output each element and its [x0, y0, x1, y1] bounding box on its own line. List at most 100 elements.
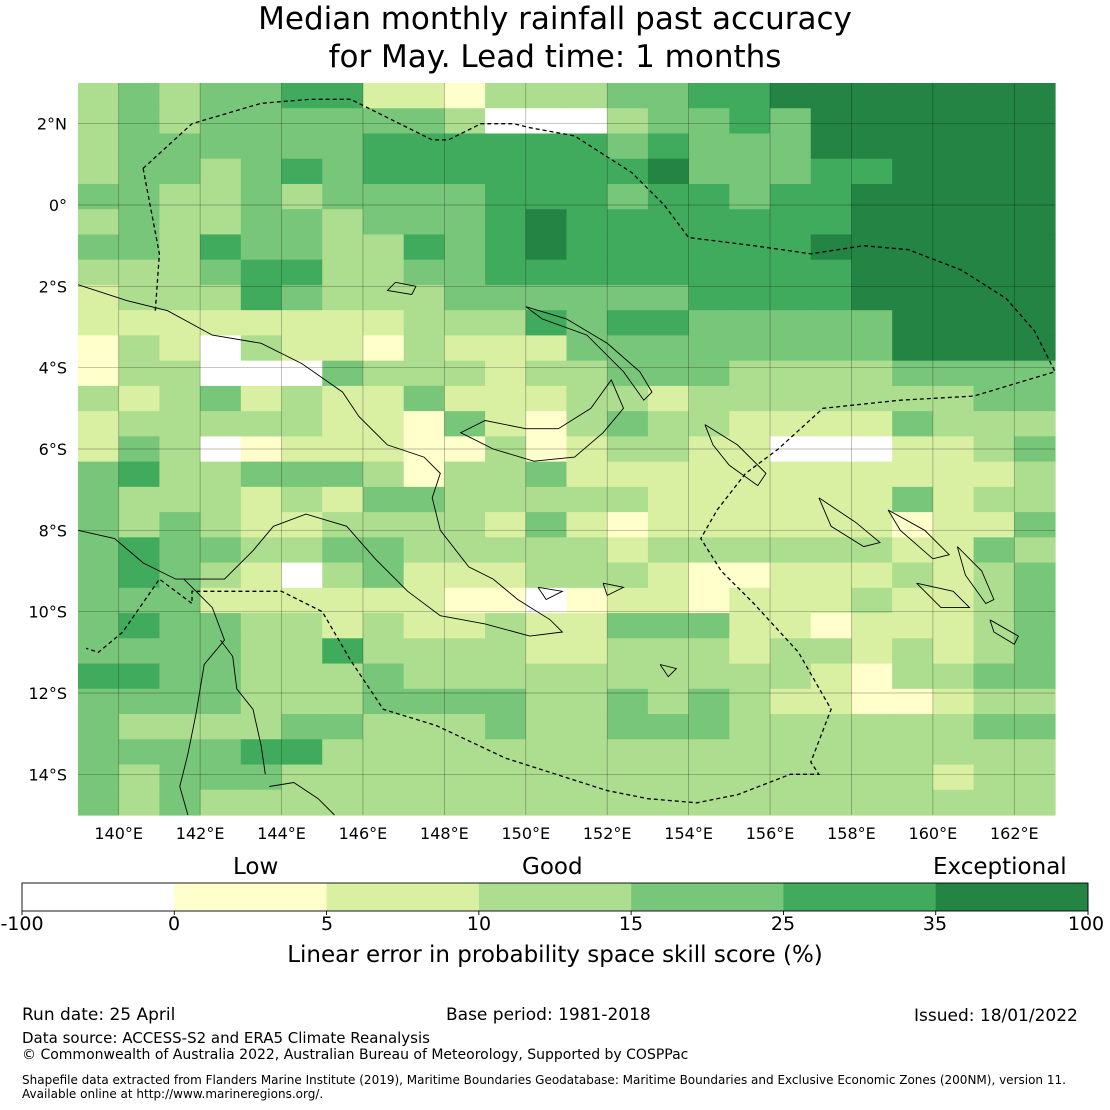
grid-cell: [444, 360, 486, 387]
grid-cell: [525, 562, 568, 589]
grid-cell: [78, 663, 120, 690]
grid-cell: [973, 562, 1015, 589]
grid-cell: [1014, 385, 1056, 412]
colorbar-tick: 100: [1067, 913, 1105, 935]
grid-cell: [118, 284, 161, 311]
grid-cell: [200, 209, 242, 236]
grid-cell: [810, 537, 853, 564]
grid-cell: [770, 108, 812, 135]
grid-cell: [810, 512, 853, 538]
grid-cell: [362, 284, 405, 311]
grid-cell: [281, 613, 323, 639]
grid-cell: [810, 209, 853, 236]
grid-cell: [688, 411, 730, 437]
grid-cell: [281, 183, 323, 210]
grid-cell: [851, 638, 893, 665]
grid-cell: [566, 688, 608, 715]
grid-cell: [647, 411, 690, 437]
grid-cell: [729, 562, 771, 589]
grid-cell: [444, 158, 486, 185]
coastline-path: [77, 284, 564, 637]
grid-cell: [770, 133, 812, 160]
grid-cell: [810, 587, 853, 614]
grid-cell: [159, 638, 201, 665]
grid-cell: [200, 789, 242, 816]
grid-cell: [444, 209, 486, 236]
base-period: Base period: 1981-2018: [446, 1005, 651, 1025]
grid-cell: [729, 234, 771, 261]
coastline-path: [179, 578, 226, 816]
colorbar-segment: [631, 883, 784, 911]
grid-cell: [281, 209, 323, 236]
grid-cell: [566, 663, 608, 690]
grid-cell: [118, 688, 161, 715]
grid-cell: [688, 789, 730, 816]
grid-cell: [444, 562, 486, 589]
grid-cell: [973, 663, 1015, 690]
grid-cell: [729, 83, 771, 109]
category-exceptional: Exceptional: [933, 854, 1067, 880]
grid-cell: [322, 108, 364, 135]
grid-cell: [1014, 158, 1056, 185]
grid-cell: [892, 284, 934, 311]
grid-cell: [810, 259, 853, 286]
grid-cell: [851, 739, 893, 766]
grid-cell: [322, 688, 364, 715]
grid-cell: [770, 562, 812, 589]
grid-cell: [932, 133, 975, 160]
grid-cell: [525, 537, 568, 564]
grid-cell: [647, 360, 690, 387]
grid-cell: [932, 259, 975, 286]
grid-cell: [932, 360, 975, 387]
grid-cell: [607, 486, 649, 513]
grid-cell: [444, 183, 486, 210]
grid-cell: [973, 360, 1015, 387]
grid-cell: [362, 587, 405, 614]
grid-cell: [281, 486, 323, 513]
grid-cell: [281, 310, 323, 337]
grid-cell: [362, 486, 405, 513]
grid-cell: [118, 436, 161, 463]
grid-cell: [403, 688, 445, 715]
grid-cell: [892, 385, 934, 412]
grid-cell: [200, 587, 242, 614]
grid-cell: [973, 209, 1015, 236]
grid-cell: [729, 688, 771, 715]
grid-cell: [1014, 183, 1056, 210]
grid-cell: [118, 587, 161, 614]
grid-cell: [647, 310, 690, 337]
grid-cell: [240, 789, 283, 816]
grid-cell: [973, 764, 1015, 791]
grid-cell: [200, 714, 242, 740]
grid-cell: [281, 158, 323, 185]
grid-cell: [444, 638, 486, 665]
grid-cell: [200, 360, 242, 387]
grid-cell: [729, 663, 771, 690]
grid-cell: [729, 461, 771, 488]
grid-cell: [444, 537, 486, 564]
grid-cell: [688, 83, 730, 109]
grid-cell: [892, 183, 934, 210]
grid-cell: [200, 486, 242, 513]
grid-cell: [78, 83, 120, 109]
grid-cell: [1014, 739, 1056, 766]
lon-tick-label: 158°E: [827, 824, 876, 843]
grid-cell: [688, 512, 730, 538]
grid-cell: [566, 158, 608, 185]
grid-cell: [688, 486, 730, 513]
grid-cell: [444, 436, 486, 463]
grid-cell: [729, 739, 771, 766]
grid-cell: [973, 411, 1015, 437]
grid-cell: [525, 512, 568, 538]
grid-cell: [281, 385, 323, 412]
grid-cell: [281, 587, 323, 614]
lon-tick-label: 148°E: [420, 824, 469, 843]
grid-cell: [892, 663, 934, 690]
grid-cell: [810, 436, 853, 463]
grid-cell: [688, 310, 730, 337]
grid-cell: [566, 562, 608, 589]
grid-cell: [322, 764, 364, 791]
grid-cell: [810, 486, 853, 513]
grid-cell: [566, 436, 608, 463]
